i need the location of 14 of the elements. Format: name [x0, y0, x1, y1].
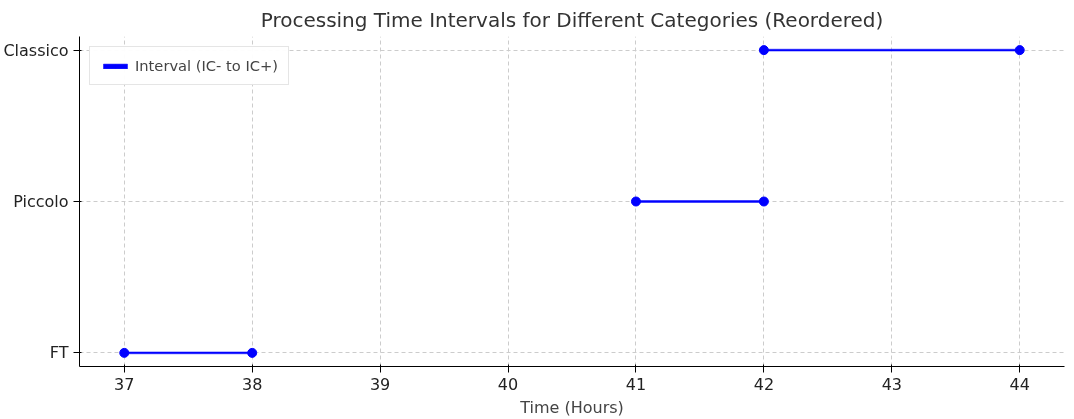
- x-tick-label: 39: [369, 374, 391, 394]
- x-tick-label: 40: [497, 374, 519, 394]
- x-tick-label: 37: [114, 374, 135, 394]
- x-tick-label: 44: [1009, 374, 1030, 394]
- x-tick-label: 42: [753, 374, 775, 394]
- y-tick-label: FT: [49, 343, 69, 363]
- x-tick-label: 38: [242, 374, 263, 394]
- legend-label: Interval (IC- to IC+): [135, 57, 278, 74]
- x-axis-title: Time (Hours): [519, 397, 624, 417]
- chart-title: Processing Time Intervals for Different Categories (Reordered): [260, 7, 884, 32]
- y-tick-label: Classico: [3, 40, 69, 60]
- x-tick-label: 41: [625, 374, 647, 394]
- y-tick-label: Piccolo: [13, 192, 69, 211]
- x-tick-label: 43: [881, 374, 902, 394]
